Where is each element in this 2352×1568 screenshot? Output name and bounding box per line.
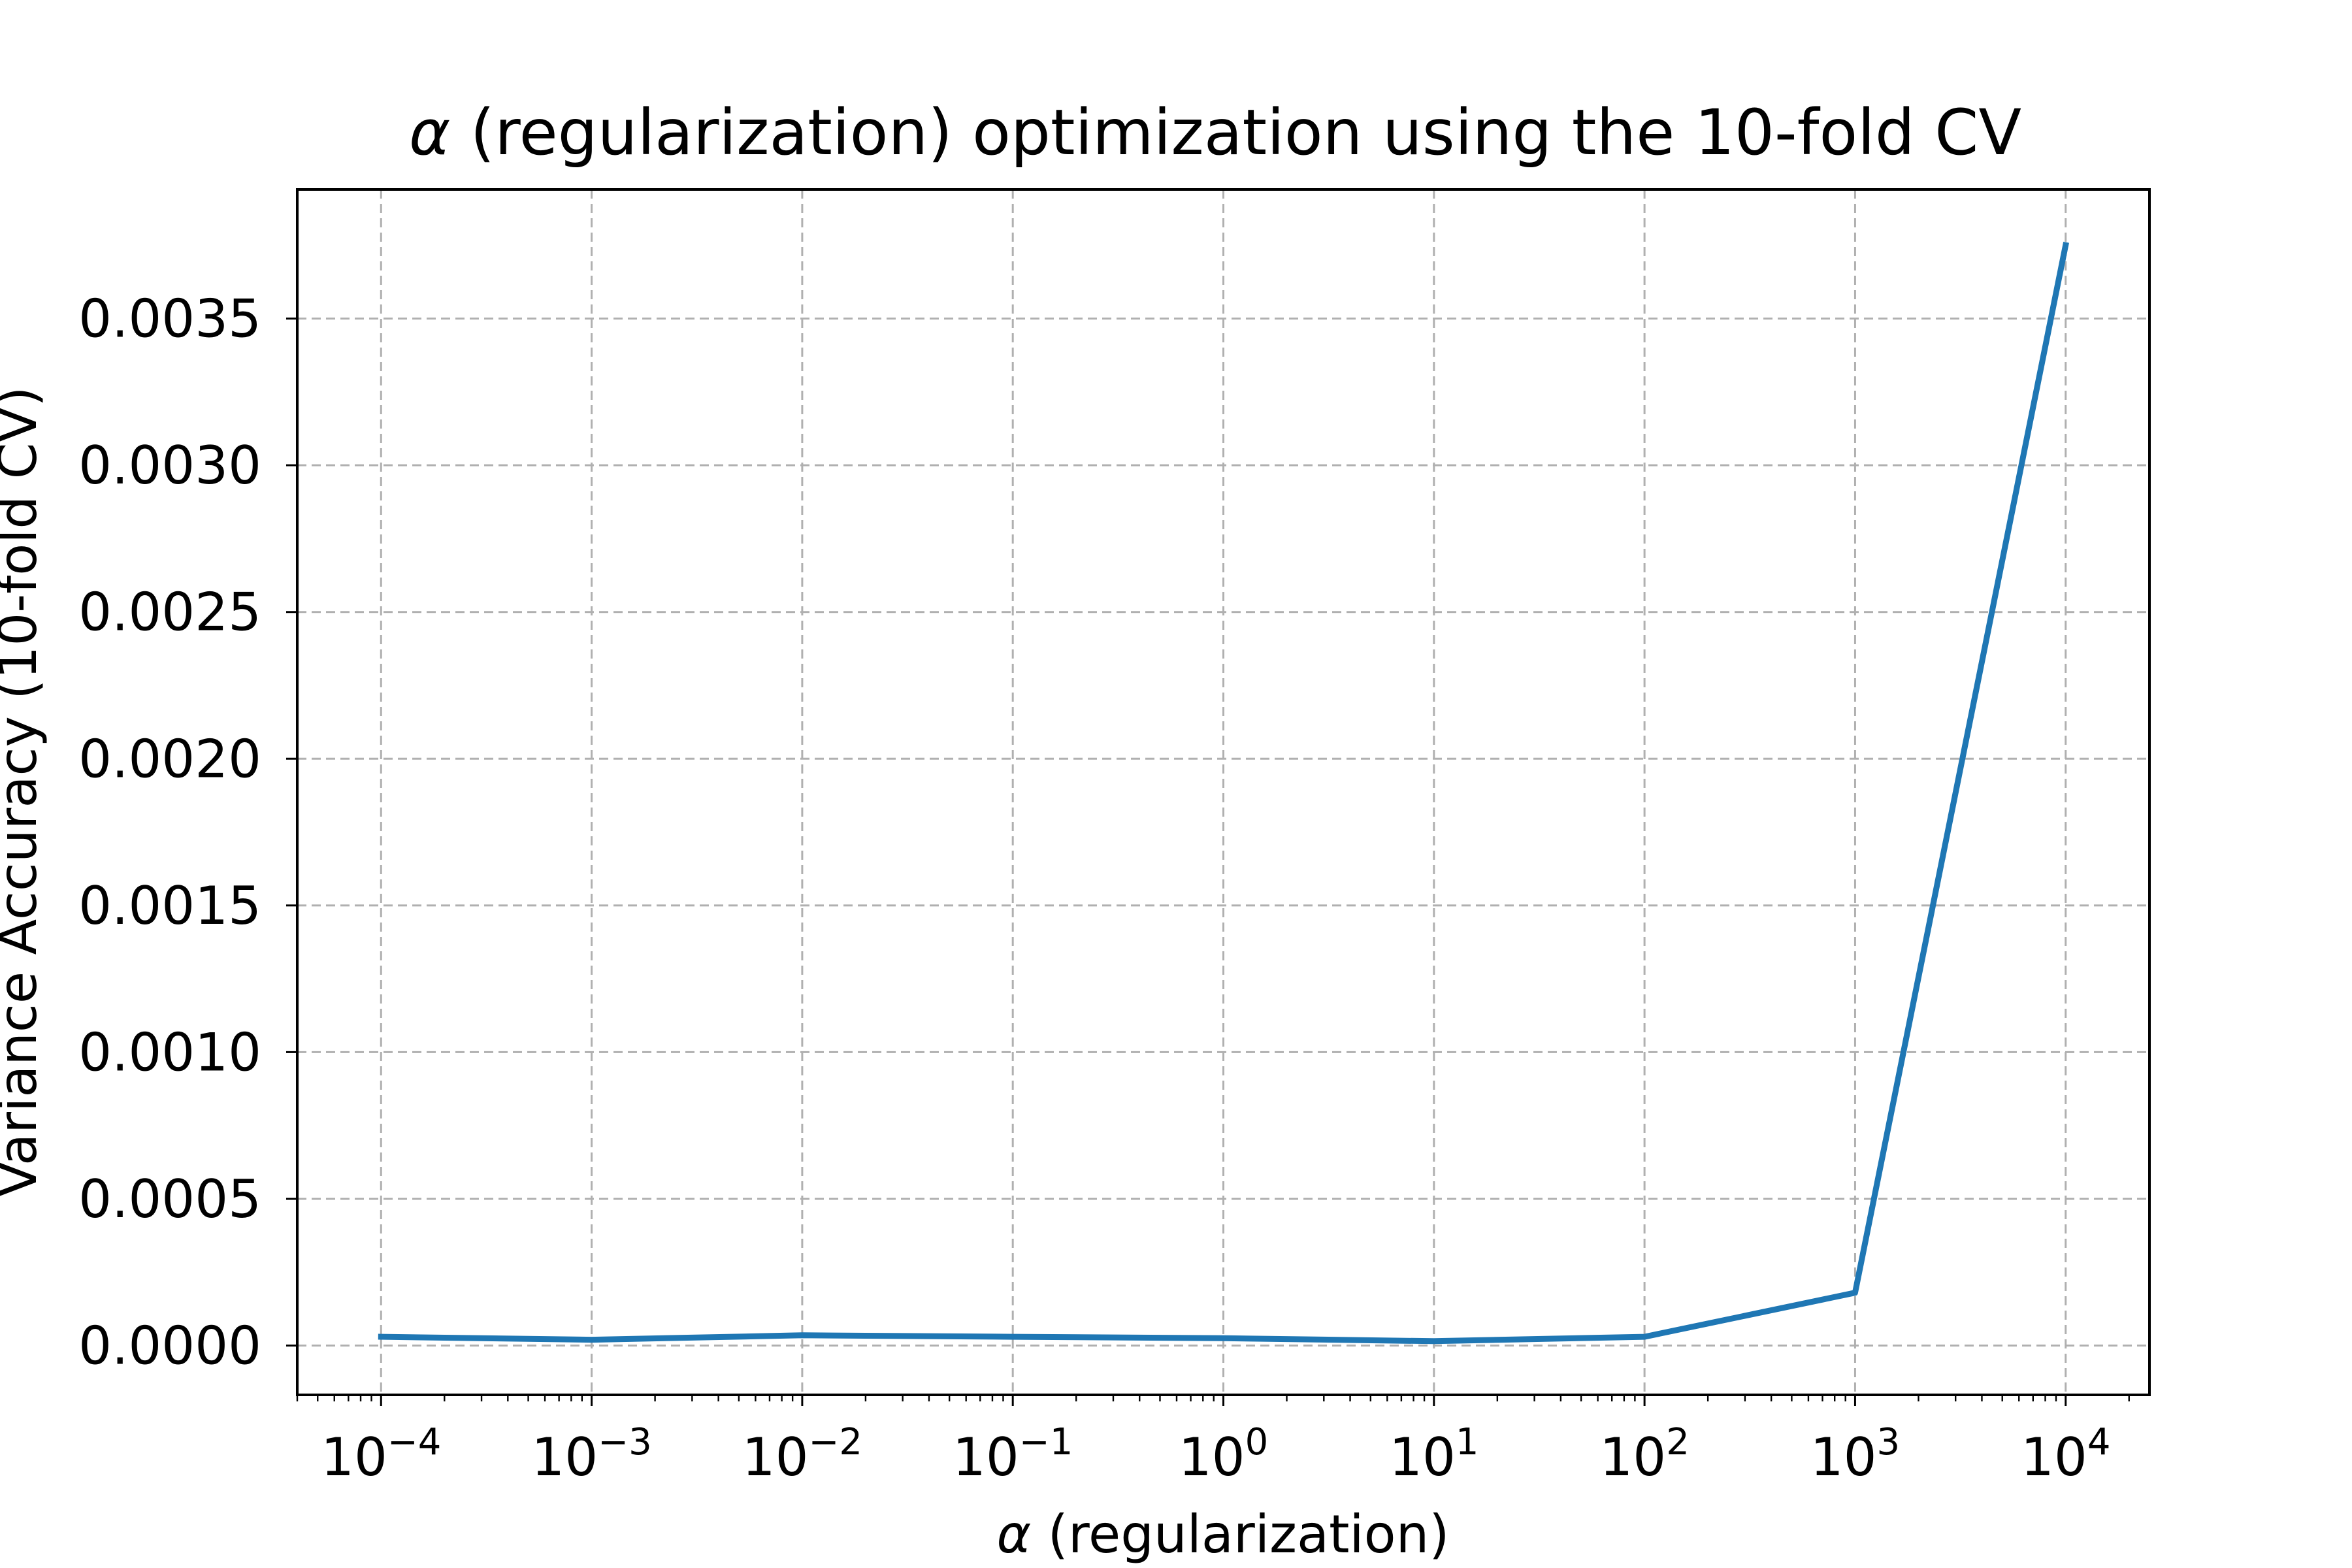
plot-frame <box>296 188 2151 1396</box>
chart-title-symbol: α <box>409 96 450 169</box>
x-axis-label-text: (regularization) <box>1031 1504 1449 1565</box>
x-tick-exponent: −4 <box>387 1421 442 1463</box>
x-axis-label: α (regularization) <box>996 1504 1449 1565</box>
x-tick-base: 10 <box>1810 1427 1877 1488</box>
series-layer <box>378 242 2069 1345</box>
x-tick-label: 10−1 <box>953 1421 1073 1488</box>
y-tick-label: 0.0015 <box>78 875 261 936</box>
grid-layer <box>297 189 2149 1395</box>
y-tick-label: 0.0030 <box>78 435 261 496</box>
x-tick-label: 104 <box>2021 1421 2110 1488</box>
x-tick-base: 10 <box>953 1427 1019 1488</box>
y-tick-label: 0.0005 <box>78 1169 261 1230</box>
x-tick-exponent: 4 <box>2087 1421 2111 1463</box>
x-tick-exponent: 1 <box>1456 1421 1479 1463</box>
x-tick-base: 10 <box>1179 1427 1245 1488</box>
series-line <box>378 242 2069 1345</box>
x-tick-base: 10 <box>742 1427 809 1488</box>
chart-title-text: (regularization) optimization using the … <box>450 96 2021 169</box>
x-tick-exponent: 2 <box>1666 1421 1690 1463</box>
y-tick-label: 0.0010 <box>78 1022 261 1083</box>
x-tick-exponent: 0 <box>1245 1421 1269 1463</box>
x-tick-base: 10 <box>1389 1427 1456 1488</box>
x-tick-labels: 10−4 10−3 10−2 10−1 100 101 102 103 104 <box>321 1421 2110 1488</box>
x-tick-label: 10−4 <box>321 1421 441 1488</box>
x-tick-label: 10−3 <box>531 1421 651 1488</box>
x-tick-label: 103 <box>1810 1421 1900 1488</box>
y-tick-labels: 0.0000 0.0005 0.0010 0.0015 0.0020 0.0025 0.00… <box>78 289 261 1377</box>
x-tick-base: 10 <box>531 1427 598 1488</box>
y-tick-label: 0.0035 <box>78 289 261 350</box>
x-tick-exponent: −1 <box>1019 1421 1073 1463</box>
x-tick-label: 102 <box>1599 1421 1689 1488</box>
y-tick-label: 0.0000 <box>78 1316 261 1377</box>
y-tick-label: 0.0025 <box>78 582 261 643</box>
major-tick-layer <box>286 318 2067 1406</box>
x-tick-exponent: −2 <box>808 1421 862 1463</box>
x-tick-exponent: −3 <box>598 1421 652 1463</box>
x-tick-base: 10 <box>1599 1427 1666 1488</box>
y-axis-label: Variance Accuracy (10-fold CV) <box>0 387 48 1198</box>
x-tick-base: 10 <box>2021 1427 2087 1488</box>
chart-title: α (regularization) optimization using th… <box>409 96 2021 169</box>
x-tick-base: 10 <box>321 1427 387 1488</box>
x-tick-label: 101 <box>1389 1421 1478 1488</box>
x-tick-label: 10−2 <box>742 1421 862 1488</box>
y-tick-label: 0.0020 <box>78 728 261 789</box>
x-axis-label-symbol: α <box>996 1504 1031 1565</box>
x-tick-label: 100 <box>1179 1421 1268 1488</box>
x-tick-exponent: 3 <box>1877 1421 1901 1463</box>
